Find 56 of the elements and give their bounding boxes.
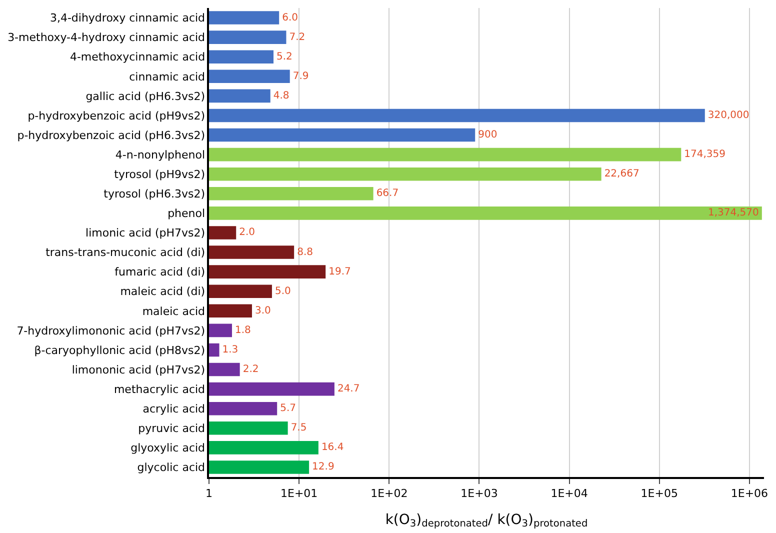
- x-tick-label: 1E+03: [460, 486, 498, 500]
- y-tick-label: 7-hydroxylimononic acid (pH7vs2): [16, 324, 206, 338]
- y-tick-label: glycolic acid: [137, 461, 206, 474]
- data-label: 4.8: [273, 90, 290, 102]
- y-tick-label: gallic acid (pH6.3vs2): [86, 90, 206, 103]
- y-tick-label: 3-methoxy-4-hydroxy cinnamic acid: [8, 31, 206, 44]
- data-label: 1,374,570: [708, 208, 759, 219]
- data-label: 5.2: [276, 51, 292, 62]
- data-label: 22,667: [604, 168, 640, 180]
- data-label: 320,000: [708, 110, 750, 121]
- data-label: 24.7: [337, 384, 360, 395]
- y-tick-label: 4-methoxycinnamic acid: [70, 50, 206, 64]
- data-label: 7.9: [292, 70, 309, 82]
- data-label: 7.5: [290, 422, 307, 434]
- y-tick-label: p-hydroxybenzoic acid (pH6.3vs2): [17, 128, 206, 142]
- data-label: 5.7: [280, 403, 296, 414]
- data-label: 19.7: [328, 266, 351, 278]
- data-label: 8.8: [297, 246, 313, 258]
- data-label: 2.0: [239, 227, 256, 238]
- data-label: 16.4: [321, 442, 344, 454]
- y-tick-label: methacrylic acid: [114, 382, 206, 396]
- x-tick-label: 1E+04: [550, 486, 588, 500]
- y-tick-label: tyrosol (pH9vs2): [114, 168, 206, 181]
- y-tick-label: phenol: [168, 207, 206, 220]
- x-axis-title: k(O$_{3}$)$_{deprotonated}$/ k(O$_{3}$)$_{protonated}$: [385, 512, 588, 530]
- data-label: 5.0: [274, 286, 291, 297]
- y-tick-label: β-caryophyllonic acid (pH8vs2): [34, 344, 206, 357]
- y-tick-label: limonic acid (pH7vs2): [86, 226, 206, 240]
- y-tick-label: trans-trans-muconic acid (di): [46, 246, 206, 260]
- data-label: 66.7: [376, 188, 399, 200]
- data-label: 1.3: [222, 344, 238, 356]
- y-tick-label: limononic acid (pH7vs2): [72, 363, 206, 376]
- x-tick-label: 1: [206, 486, 212, 500]
- y-tick-label: tyrosol (pH6.3vs2): [104, 188, 206, 200]
- y-tick-label: acrylic acid: [142, 402, 206, 416]
- y-tick-label: fumaric acid (di): [114, 266, 206, 279]
- data-label: 174,359: [684, 149, 726, 160]
- y-tick-label: glyoxylic acid: [130, 442, 206, 455]
- y-tick-label: 4-n-nonylphenol: [115, 148, 206, 162]
- x-tick-label: 1E+02: [370, 486, 408, 500]
- data-label: 900: [478, 130, 498, 141]
- y-tick-label: p-hydroxybenzoic acid (pH9vs2): [28, 109, 206, 122]
- data-label: 12.9: [312, 462, 334, 473]
- x-tick-label: 1E+01: [280, 486, 318, 500]
- data-label: 6.0: [282, 12, 298, 24]
- x-tick-label: 1E+05: [640, 486, 678, 500]
- data-label: 7.2: [289, 32, 306, 43]
- data-label: 1.8: [234, 324, 251, 336]
- x-tick-label: 1E+06: [730, 486, 768, 500]
- y-tick-label: 3,4-dihydroxy cinnamic acid: [50, 12, 206, 25]
- y-tick-label: pyruvic acid: [138, 422, 206, 435]
- y-tick-label: cinnamic acid: [129, 70, 206, 84]
- data-label: 3.0: [254, 305, 271, 316]
- data-label: 2.2: [242, 364, 259, 376]
- y-tick-label: maleic acid: [142, 304, 206, 318]
- y-tick-label: maleic acid (di): [120, 285, 206, 298]
